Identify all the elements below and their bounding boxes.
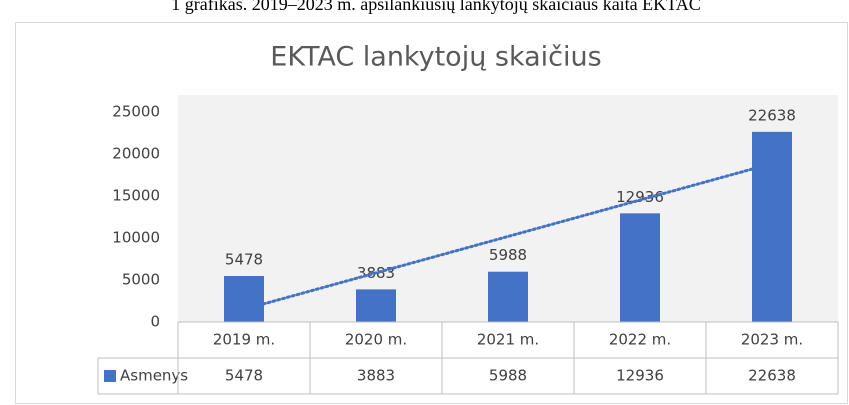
x-tick-label: 2019 m. bbox=[213, 331, 275, 349]
y-tick-label: 25000 bbox=[112, 103, 160, 121]
legend-label: Asmenys bbox=[120, 367, 188, 385]
x-tick-label: 2023 m. bbox=[741, 331, 803, 349]
data-label: 12936 bbox=[616, 188, 664, 206]
table-value: 3883 bbox=[357, 367, 395, 385]
x-tick-label: 2022 m. bbox=[609, 331, 671, 349]
bar bbox=[224, 275, 264, 322]
table-value: 5478 bbox=[225, 367, 263, 385]
y-tick-label: 5000 bbox=[122, 271, 160, 289]
y-tick-label: 0 bbox=[150, 313, 160, 331]
y-tick-label: 15000 bbox=[112, 187, 160, 205]
legend-swatch bbox=[104, 370, 116, 382]
table-value: 12936 bbox=[616, 367, 664, 385]
bar bbox=[356, 289, 396, 322]
trendline bbox=[242, 162, 774, 311]
bar bbox=[752, 131, 792, 322]
y-tick-label: 20000 bbox=[112, 145, 160, 163]
data-label: 5988 bbox=[489, 246, 527, 264]
table-value: 22638 bbox=[748, 367, 796, 385]
bar bbox=[488, 271, 528, 322]
chart-title: EKTAC lankytojų skaičius bbox=[270, 42, 601, 73]
bar bbox=[620, 213, 660, 322]
table-value: 5988 bbox=[489, 367, 527, 385]
x-tick-label: 2021 m. bbox=[477, 331, 539, 349]
data-label: 22638 bbox=[748, 106, 796, 124]
caption: 1 grafikas. 2019–2023 m. apsilankiusių l… bbox=[171, 0, 700, 14]
x-tick-label: 2020 m. bbox=[345, 331, 407, 349]
y-tick-label: 10000 bbox=[112, 229, 160, 247]
table-cell bbox=[705, 357, 839, 395]
data-label: 5478 bbox=[225, 250, 263, 268]
